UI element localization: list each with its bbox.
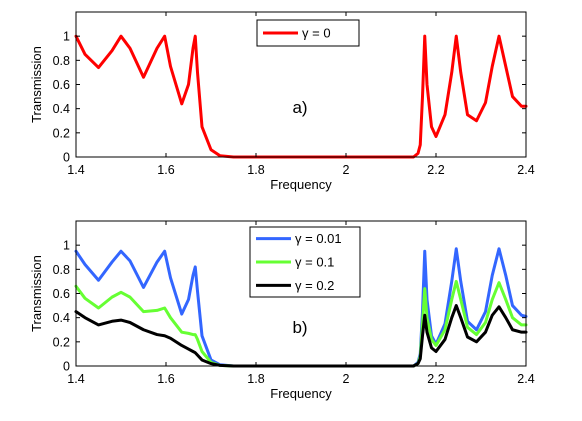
y-tick-label: 0 xyxy=(63,151,70,165)
y-tick-label: 1 xyxy=(63,239,70,253)
y-axis-title: Transmission xyxy=(29,46,44,123)
x-tick-label: 2 xyxy=(343,372,350,386)
x-tick-label: 2.2 xyxy=(427,163,444,177)
x-axis-title: Frequency xyxy=(270,177,332,192)
x-tick-label: 1.4 xyxy=(67,163,84,177)
legend-entry-label: γ = 0.1 xyxy=(295,255,334,270)
y-tick-label: 0.4 xyxy=(53,311,70,325)
y-tick-label: 0.6 xyxy=(53,78,70,92)
series-line-1 xyxy=(74,34,528,159)
y-tick-label: 0.8 xyxy=(53,263,70,277)
panel-label: b) xyxy=(292,318,307,337)
series-line-3 xyxy=(74,304,528,368)
x-axis-title: Frequency xyxy=(270,386,332,401)
y-tick-label: 0.4 xyxy=(53,102,70,116)
chart-panel-2: 1.4 1.6 1.8 2 2.2 2.4 0 0.2 0.4 0.6 0.8 1 Frequency T… xyxy=(29,220,535,401)
legend-entry-label: γ = 0 xyxy=(302,26,331,41)
y-tick-label: 0.8 xyxy=(53,54,70,68)
legend-entry-label: γ = 0.01 xyxy=(295,231,342,246)
y-axis-title: Transmission xyxy=(29,255,44,332)
x-tick-label: 1.6 xyxy=(157,372,174,386)
x-tick-label: 2 xyxy=(343,163,350,177)
y-tick-label: 1 xyxy=(63,30,70,44)
x-tick-label: 2.2 xyxy=(427,372,444,386)
x-tick-label: 2.4 xyxy=(517,163,534,177)
x-tick-label: 1.8 xyxy=(247,163,264,177)
x-tick-label: 1.8 xyxy=(247,372,264,386)
x-tick-label: 2.4 xyxy=(517,372,534,386)
legend: γ = 0.01 γ = 0.1 γ = 0.2 xyxy=(249,226,361,298)
chart-panel-1: 1.4 1.6 1.8 2 2.2 2.4 0 0.2 0.4 0.6 0.8 1 Frequency T… xyxy=(29,11,535,192)
x-tick-label: 1.4 xyxy=(67,372,84,386)
y-tick-label: 0.6 xyxy=(53,287,70,301)
y-tick-label: 0 xyxy=(63,360,70,374)
x-tick-label: 1.6 xyxy=(157,163,174,177)
legend-entry-label: γ = 0.2 xyxy=(295,278,334,293)
panel-label: a) xyxy=(292,98,307,117)
legend: γ = 0 xyxy=(256,19,360,47)
y-tick-label: 0.2 xyxy=(53,335,70,349)
y-tick-label: 0.2 xyxy=(53,126,70,140)
